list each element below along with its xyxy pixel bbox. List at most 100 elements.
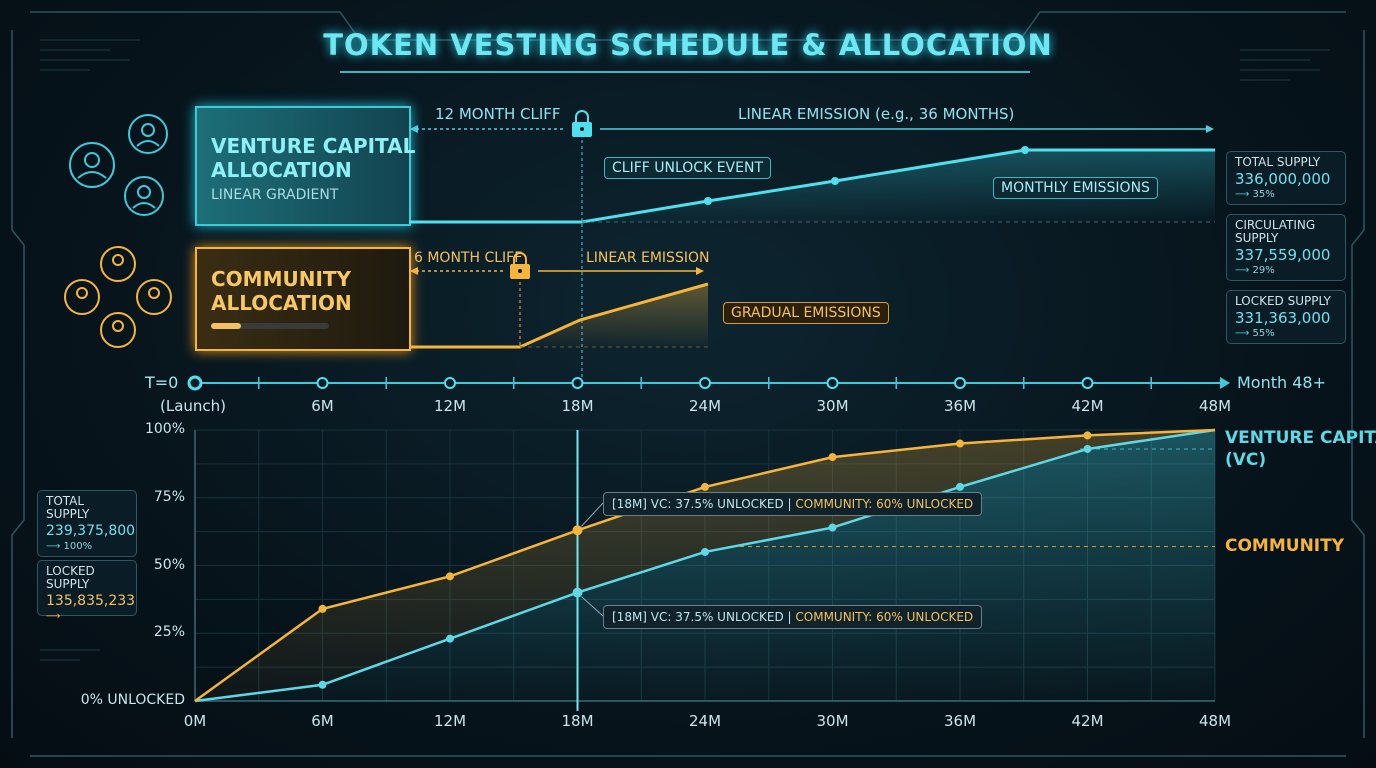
arrow-head-icon: [410, 267, 418, 275]
stat-left-locked-supply: LOCKED SUPPLY 135,835,233 ⟶: [37, 560, 137, 622]
vc-investor-icons: [69, 114, 168, 216]
timeline-node: [1081, 377, 1094, 389]
vc-schedule-point: [831, 177, 839, 185]
timeline-node: [444, 377, 456, 389]
community-panel-title-2: ALLOCATION: [211, 291, 352, 315]
x-tick-label: 24M: [688, 712, 722, 730]
community-linear-label: LINEAR EMISSION: [586, 250, 710, 266]
stat-label: LOCKED SUPPLY: [46, 564, 95, 591]
arrow-head-icon: [410, 125, 418, 133]
vc-point: [318, 680, 327, 689]
x-tick-label: 48M: [1198, 712, 1232, 730]
annotation-connector: [581, 596, 604, 617]
vc-panel-subtitle: LINEAR GRADIENT: [211, 187, 339, 203]
vc-panel-title-1: VENTURE CAPITAL: [211, 134, 416, 158]
vc-point: [701, 547, 709, 556]
community-allocation-panel: COMMUNITY ALLOCATION: [195, 247, 411, 351]
y-tick-label: 25%: [153, 624, 185, 641]
vc-point: [572, 587, 583, 598]
cliff-unlock-event-label: CLIFF UNLOCK EVENT: [604, 157, 771, 179]
arrow-head-icon: [1206, 125, 1214, 133]
stat-label: LOCKED SUPPLY: [1235, 294, 1331, 308]
annotation-callout-top: [18M] VC: 37.5% UNLOCKED | COMMUNITY: 60…: [603, 492, 983, 516]
vc-schedule-point: [1021, 146, 1029, 154]
timeline-arrow-icon: [1220, 377, 1230, 389]
timeline-start-node: [187, 375, 203, 391]
timeline-tick-label: 42M: [1071, 397, 1104, 415]
vc-point: [446, 634, 454, 643]
y-tick-label: 0% UNLOCKED: [80, 692, 185, 708]
community-point: [446, 572, 454, 581]
timeline-node: [571, 377, 584, 389]
annotation-callout-bottom: [18M] VC: 37.5% UNLOCKED | COMMUNITY: 60…: [603, 605, 983, 629]
timeline-node: [316, 377, 329, 389]
community-progress-fill: [211, 323, 241, 329]
stat-percent: ⟶ 55%: [1235, 328, 1275, 339]
community-point: [318, 604, 327, 613]
timeline-start-sub: (Launch): [160, 397, 227, 415]
vc-panel-title-2: ALLOCATION: [211, 158, 352, 182]
legend-community: COMMUNITY: [1225, 536, 1345, 556]
stat-total-supply: TOTAL SUPPLY 336,000,000 ⟶ 35%: [1226, 151, 1346, 205]
page-title: TOKEN VESTING SCHEDULE & ALLOCATION: [323, 28, 1053, 62]
x-tick-label: 0M: [183, 712, 207, 730]
x-tick-label: 18M: [561, 712, 594, 730]
stat-percent: ⟶ 35%: [1235, 189, 1275, 200]
stat-percent: ⟶ 29%: [1235, 265, 1275, 276]
vc-schedule-point: [704, 197, 712, 205]
y-tick-label: 75%: [153, 488, 185, 505]
timeline-tick-label: 48M: [1198, 397, 1232, 415]
community-point: [572, 525, 583, 536]
timeline-end-label: Month 48+: [1237, 373, 1326, 392]
monthly-emissions-label: MONTHLY EMISSIONS: [993, 177, 1158, 199]
community-point: [956, 439, 964, 448]
community-member-icons: [64, 246, 172, 348]
community-panel-title-1: COMMUNITY: [211, 267, 352, 291]
timeline-tick-label: 36M: [943, 397, 977, 415]
stat-label: TOTAL SUPPLY: [46, 494, 90, 521]
vc-point: [956, 482, 964, 491]
vc-allocation-panel: VENTURE CAPITAL ALLOCATION LINEAR GRADIE…: [195, 106, 415, 226]
timeline-tick-label: 12M: [433, 397, 467, 415]
y-tick-label: 50%: [153, 556, 185, 573]
vc-linear-label: LINEAR EMISSION (e.g., 36 MONTHS): [738, 105, 1015, 123]
timeline-tick-label: 18M: [561, 397, 594, 415]
vc-cliff-label: 12 MONTH CLIFF: [435, 105, 561, 123]
stat-left-total-supply: TOTAL SUPPLY 239,375,800 ⟶ 100%: [37, 490, 137, 557]
timeline-node: [826, 377, 839, 389]
vc-schedule-area: [582, 150, 1215, 222]
annotation-connector: [581, 502, 604, 527]
timeline-node: [954, 377, 966, 389]
gradual-emissions-label: GRADUAL EMISSIONS: [723, 302, 889, 324]
community-cliff-label: 6 MONTH CLIFF: [414, 250, 523, 266]
community-lock-icon: [510, 252, 530, 279]
y-tick-label: 100%: [144, 421, 185, 437]
stat-percent: ⟶ 100%: [46, 541, 93, 552]
community-progress-track: [211, 323, 329, 329]
vc-point: [1083, 444, 1092, 453]
stat-circulating-supply: CIRCULATING SUPPLY 337,559,000 ⟶ 29%: [1226, 214, 1346, 281]
stat-locked-supply: LOCKED SUPPLY 331,363,000 ⟶ 55%: [1226, 290, 1346, 344]
vc-point: [828, 523, 837, 532]
locked-arrow-icon: ⟶: [46, 611, 61, 622]
community-schedule-line: [409, 282, 709, 349]
timeline-start-label: T=0: [145, 373, 179, 392]
x-tick-label: 36M: [943, 712, 977, 730]
community-point: [1083, 431, 1092, 440]
community-area: [195, 430, 1215, 701]
stat-label: CIRCULATING SUPPLY: [1235, 218, 1316, 245]
stat-value: 337,559,000: [1235, 246, 1331, 264]
stat-value: 336,000,000: [1235, 170, 1331, 188]
x-tick-label: 30M: [816, 712, 849, 730]
stat-value: 331,363,000: [1235, 309, 1331, 327]
timeline-tick-label: 24M: [688, 397, 722, 415]
legend-vc: VENTURE CAPITAL(VC): [1225, 428, 1376, 470]
timeline-tick-label: 30M: [816, 397, 849, 415]
vc-schedule-line: [409, 148, 1215, 224]
community-point: [828, 453, 837, 462]
